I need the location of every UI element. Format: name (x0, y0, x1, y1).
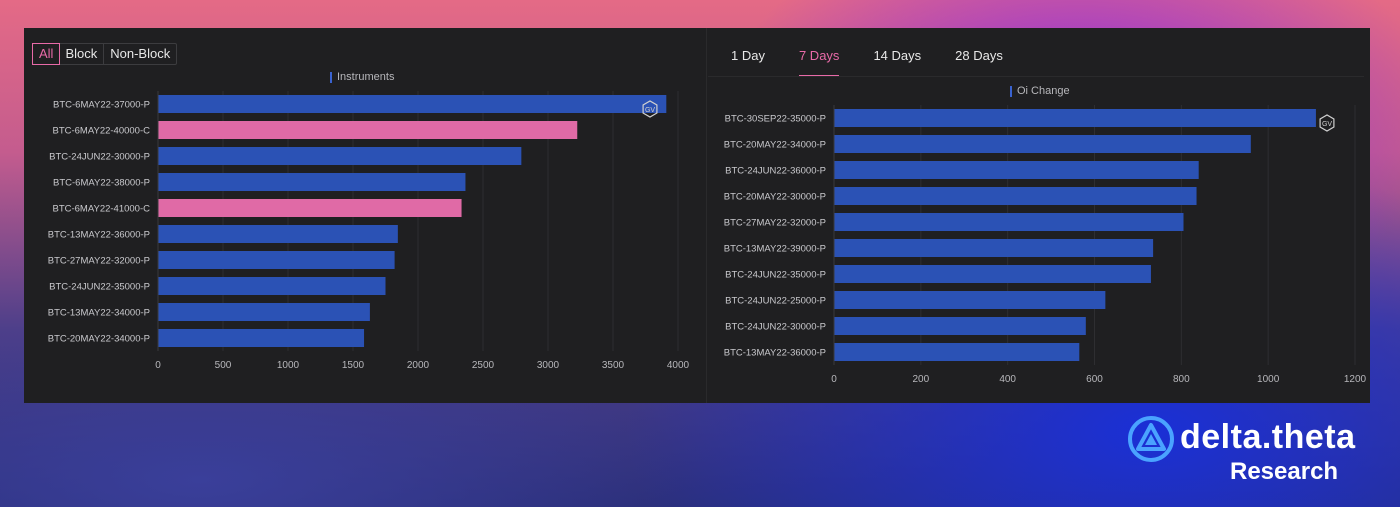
dashboard-panel: All Block Non-Block Instruments 1 Day 7 … (24, 28, 1370, 403)
tab-28-days[interactable]: 28 Days (955, 48, 1003, 63)
brand-logo: delta.theta Research (1128, 416, 1398, 496)
legend-swatch (330, 71, 332, 83)
x-tick-label: 500 (215, 360, 232, 371)
bar (158, 225, 398, 243)
filter-all-button[interactable]: All (32, 43, 61, 65)
category-label: BTC-27MAY22-32000-P (724, 218, 826, 229)
oi-change-legend[interactable]: Oi Change (1010, 85, 1070, 97)
category-label: BTC-27MAY22-32000-P (48, 256, 150, 267)
bar (834, 239, 1154, 257)
filter-block-button[interactable]: Block (59, 44, 105, 64)
category-label: BTC-20MAY22-34000-P (724, 140, 826, 151)
bar (834, 161, 1199, 179)
gv-watermark-icon: GV (1319, 114, 1335, 132)
category-label: BTC-13MAY22-34000-P (48, 308, 150, 319)
x-tick-label: 3500 (602, 360, 625, 371)
x-tick-label: 2000 (407, 360, 430, 371)
category-label: BTC-6MAY22-38000-P (53, 178, 150, 189)
x-tick-label: 0 (831, 374, 837, 385)
category-label: BTC-30SEP22-35000-P (725, 114, 826, 125)
category-label: BTC-6MAY22-40000-C (52, 126, 150, 137)
instruments-legend-label: Instruments (337, 71, 395, 83)
bar (834, 213, 1184, 231)
bar (158, 95, 667, 113)
panel-divider (706, 28, 707, 403)
x-tick-label: 200 (912, 374, 929, 385)
x-tick-label: 400 (999, 374, 1016, 385)
instruments-bar-chart: 0 500 1000 1500 2000 2500 3000 3500 4000 BTC-6MAY… (48, 91, 690, 371)
bar (158, 277, 386, 295)
category-label: BTC-6MAY22-41000-C (52, 204, 150, 215)
gv-watermark-text: GV (645, 107, 655, 114)
legend-swatch (1010, 85, 1012, 97)
category-label: BTC-13MAY22-39000-P (724, 244, 826, 255)
category-label: BTC-24JUN22-35000-P (725, 270, 826, 281)
x-tick-label: 0 (155, 360, 161, 371)
filter-non-block-button[interactable]: Non-Block (110, 46, 171, 61)
bar (158, 329, 365, 347)
bar (834, 265, 1151, 283)
bar (834, 135, 1251, 153)
x-tick-label: 1500 (342, 360, 365, 371)
category-label: BTC-24JUN22-30000-P (725, 322, 826, 333)
x-tick-label: 1000 (277, 360, 300, 371)
tab-1-day[interactable]: 1 Day (731, 48, 765, 63)
bar (834, 187, 1197, 205)
oi-change-bar-chart: 0 200 400 600 800 1000 1200 BTC-30SEP22-35000-P… (724, 105, 1367, 385)
x-tick-label: 1200 (1344, 374, 1367, 385)
category-label: BTC-20MAY22-34000-P (48, 334, 150, 345)
category-label: BTC-20MAY22-30000-P (724, 192, 826, 203)
category-label: BTC-13MAY22-36000-P (724, 348, 826, 359)
bar (834, 343, 1080, 361)
block-filter-toggle: All Block Non-Block (32, 43, 178, 65)
gv-watermark-icon: GV (642, 100, 658, 118)
bar (834, 291, 1106, 309)
brand-name: delta.theta (1180, 418, 1356, 456)
x-tick-label: 2500 (472, 360, 495, 371)
x-tick-label: 600 (1086, 374, 1103, 385)
x-tick-label: 800 (1173, 374, 1190, 385)
tabs-underline (708, 76, 1364, 77)
x-tick-label: 3000 (537, 360, 560, 371)
category-label: BTC-13MAY22-36000-P (48, 230, 150, 241)
bar (158, 173, 466, 191)
bar (834, 109, 1316, 127)
bar (158, 199, 462, 217)
period-tabs: 1 Day 7 Days 14 Days 28 Days (714, 40, 1364, 77)
category-label: BTC-24JUN22-35000-P (49, 282, 150, 293)
brand-subtitle: Research (1230, 458, 1339, 485)
category-label: BTC-24JUN22-30000-P (49, 152, 150, 163)
category-label: BTC-24JUN22-25000-P (725, 296, 826, 307)
x-tick-label: 1000 (1257, 374, 1280, 385)
bar (158, 303, 370, 321)
x-tick-label: 4000 (667, 360, 690, 371)
instruments-legend[interactable]: Instruments (330, 71, 394, 83)
gv-watermark-text: GV (1322, 121, 1332, 128)
bar (158, 121, 578, 139)
category-label: BTC-24JUN22-36000-P (725, 166, 826, 177)
tab-14-days[interactable]: 14 Days (873, 48, 922, 63)
bar (158, 147, 522, 165)
bar (834, 317, 1086, 335)
bar (158, 251, 395, 269)
oi-change-legend-label: Oi Change (1017, 85, 1070, 97)
category-label: BTC-6MAY22-37000-P (53, 100, 150, 111)
delta-theta-logo-icon (1128, 416, 1174, 462)
